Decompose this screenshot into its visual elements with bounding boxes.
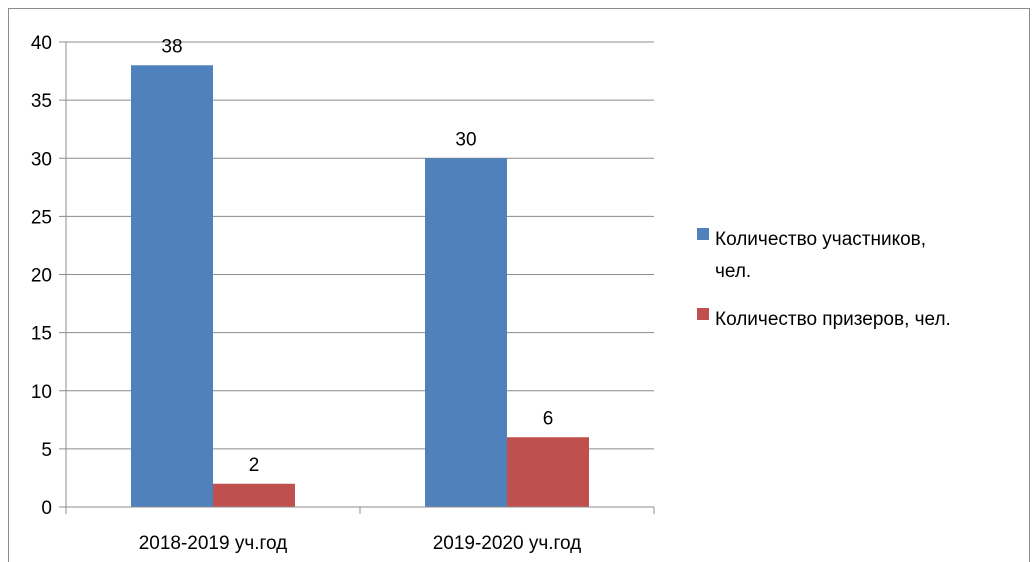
legend-swatch xyxy=(697,308,709,320)
y-axis-ticks: 0 5 10 15 20 25 30 35 40 xyxy=(31,33,52,519)
x-tick-label: 2019-2020 уч.год xyxy=(433,533,582,554)
legend-label: чел. xyxy=(715,261,751,282)
y-tick-label: 0 xyxy=(41,498,52,519)
data-label: 2 xyxy=(249,455,260,476)
data-label: 38 xyxy=(161,36,182,57)
y-tick-label: 10 xyxy=(31,382,52,403)
y-tick-label: 35 xyxy=(31,91,52,112)
data-labels: 38 2 30 6 xyxy=(161,36,553,476)
y-tick-label: 5 xyxy=(41,440,52,461)
y-tick-label: 30 xyxy=(31,149,52,170)
bar xyxy=(131,65,213,507)
bars xyxy=(131,65,589,507)
legend-label: Количество участников, xyxy=(715,229,926,250)
x-tick-label: 2018-2019 уч.год xyxy=(139,533,288,554)
bar xyxy=(213,483,295,507)
legend: Количество участников, чел. Количество при… xyxy=(697,228,951,330)
y-tick-label: 20 xyxy=(31,266,52,287)
legend-swatch xyxy=(697,228,709,240)
bar xyxy=(425,158,507,507)
bar xyxy=(507,437,589,507)
data-label: 30 xyxy=(455,129,476,150)
data-label: 6 xyxy=(543,408,554,429)
y-tick-label: 25 xyxy=(31,207,52,228)
y-tick-label: 15 xyxy=(31,324,52,345)
y-tick-label: 40 xyxy=(31,33,52,54)
x-axis: 2018-2019 уч.год 2019-2020 уч.год xyxy=(65,506,655,554)
legend-label: Количество призеров, чел. xyxy=(715,309,951,330)
chart-frame xyxy=(8,8,1030,562)
